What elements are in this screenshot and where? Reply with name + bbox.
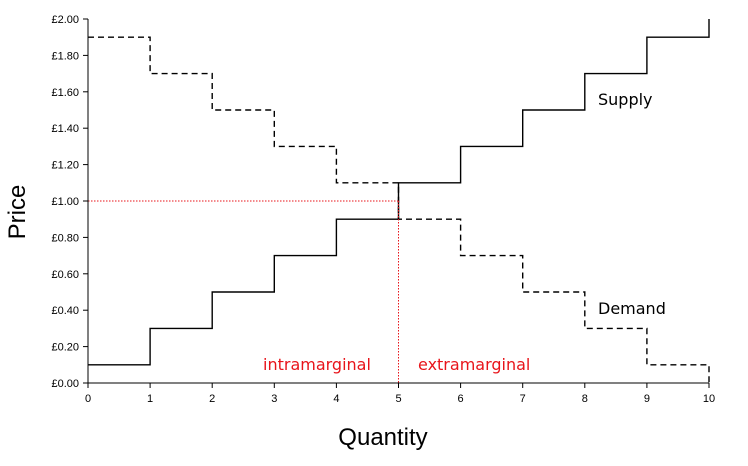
x-tick-label: 5 bbox=[395, 393, 401, 405]
y-tick-label: £0.00 bbox=[51, 378, 79, 390]
supply-curve bbox=[88, 19, 710, 366]
y-tick-label: £0.40 bbox=[51, 305, 79, 317]
x-tick-label: 6 bbox=[458, 393, 464, 405]
x-tick-label: 9 bbox=[644, 393, 650, 405]
y-tick-label: £1.80 bbox=[51, 50, 79, 62]
supply-label: Supply bbox=[598, 90, 653, 109]
y-tick-label: £1.20 bbox=[51, 160, 79, 172]
equilibrium-guides bbox=[88, 200, 399, 383]
y-axis-title: Price bbox=[4, 185, 31, 240]
y-tick-label: £1.60 bbox=[51, 87, 79, 99]
y-tick-label: £2.00 bbox=[51, 14, 79, 26]
y-tick-label: £0.80 bbox=[51, 232, 79, 244]
x-tick-label: 10 bbox=[703, 393, 715, 405]
x-tick-label: 2 bbox=[209, 393, 215, 405]
x-tick-label: 0 bbox=[85, 393, 91, 405]
x-tick-label: 1 bbox=[147, 393, 153, 405]
axes: 0 1 2 3 4 5 6 7 8 9 10 £0.00 £0.20 £0.40 £0.60 £0.80 £1.… bbox=[51, 14, 715, 405]
y-tick-label: £1.00 bbox=[51, 196, 79, 208]
x-tick-label: 3 bbox=[271, 393, 277, 405]
intramarginal-label: intramarginal bbox=[263, 355, 371, 374]
x-tick-label: 7 bbox=[520, 393, 526, 405]
x-tick-label: 4 bbox=[333, 393, 339, 405]
y-tick-label: £1.40 bbox=[51, 123, 79, 135]
x-tick-label: 8 bbox=[582, 393, 588, 405]
x-axis-title: Quantity bbox=[338, 424, 427, 451]
demand-label: Demand bbox=[598, 299, 666, 318]
extramarginal-label: extramarginal bbox=[418, 355, 530, 374]
y-tick-label: £0.60 bbox=[51, 269, 79, 281]
y-tick-label: £0.20 bbox=[51, 342, 79, 354]
